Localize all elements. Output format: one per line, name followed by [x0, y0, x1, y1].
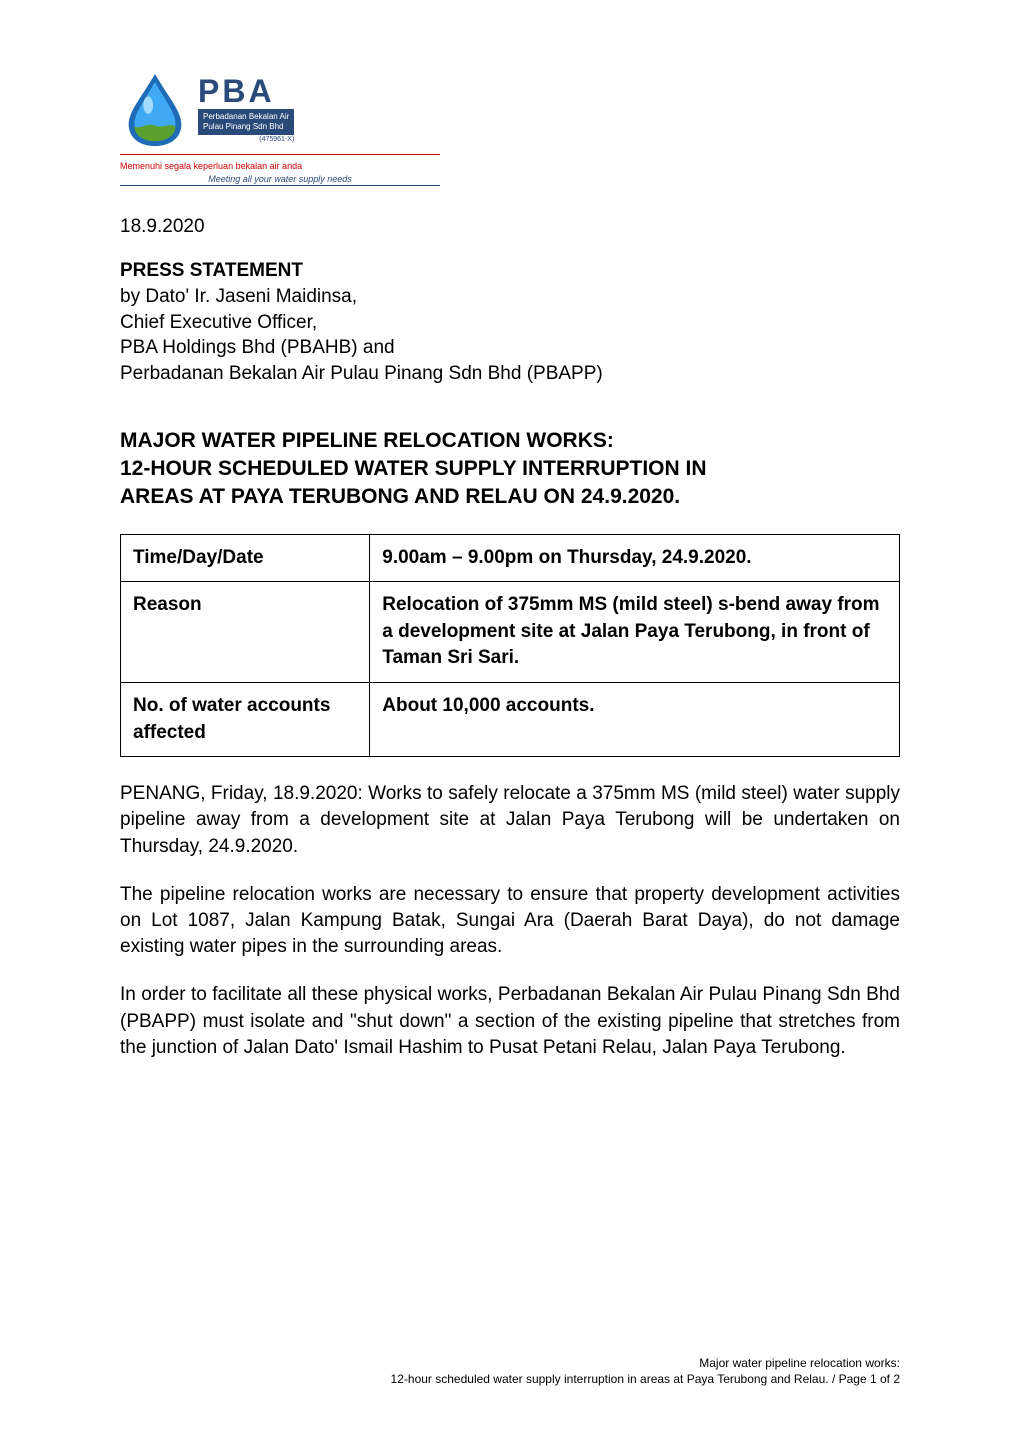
info-table: Time/Day/Date 9.00am – 9.00pm on Thursda…	[120, 534, 900, 758]
footer-line-1: Major water pipeline relocation works:	[120, 1355, 900, 1371]
logo-sub-line1: Perbadanan Bekalan Air	[203, 112, 289, 122]
table-row: Time/Day/Date 9.00am – 9.00pm on Thursda…	[121, 534, 900, 582]
main-title: MAJOR WATER PIPELINE RELOCATION WORKS: 1…	[120, 427, 900, 512]
logo-text-block: PBA Perbadanan Bekalan Air Pulau Pinang …	[198, 75, 294, 142]
logo-reg-no: (475961-X)	[198, 136, 294, 143]
body-paragraph-1: PENANG, Friday, 18.9.2020: Works to safe…	[120, 781, 900, 860]
company-line-2: Perbadanan Bekalan Air Pulau Pinang Sdn …	[120, 361, 900, 387]
table-row: No. of water accounts affected About 10,…	[121, 682, 900, 756]
tagline-row: Memenuhi segala keperluan bekalan air an…	[120, 154, 440, 186]
page-container: PBA Perbadanan Bekalan Air Pulau Pinang …	[0, 0, 1020, 1143]
footer: Major water pipeline relocation works: 1…	[120, 1355, 900, 1387]
tagline-en: Meeting all your water supply needs	[120, 174, 440, 184]
title-line-3: AREAS AT PAYA TERUBONG AND RELAU ON 24.9…	[120, 483, 900, 511]
table-label: No. of water accounts affected	[121, 682, 370, 756]
title-line-1: MAJOR WATER PIPELINE RELOCATION WORKS:	[120, 427, 900, 455]
body-paragraph-2: The pipeline relocation works are necess…	[120, 882, 900, 961]
logo-sub-line2: Pulau Pinang Sdn Bhd	[203, 122, 289, 132]
author-line: by Dato' Ir. Jaseni Maidinsa,	[120, 284, 900, 310]
logo-block: PBA Perbadanan Bekalan Air Pulau Pinang …	[120, 70, 900, 148]
table-label: Time/Day/Date	[121, 534, 370, 582]
logo-sub-box: Perbadanan Bekalan Air Pulau Pinang Sdn …	[198, 109, 294, 134]
author-title-line: Chief Executive Officer,	[120, 310, 900, 336]
table-value: Relocation of 375mm MS (mild steel) s-be…	[370, 582, 900, 683]
document-date: 18.9.2020	[120, 216, 900, 238]
footer-line-2: 12-hour scheduled water supply interrupt…	[120, 1371, 900, 1387]
logo-brand-text: PBA	[198, 75, 294, 107]
table-label: Reason	[121, 582, 370, 683]
tagline-ms: Memenuhi segala keperluan bekalan air an…	[120, 161, 302, 171]
table-value: About 10,000 accounts.	[370, 682, 900, 756]
company-line-1: PBA Holdings Bhd (PBAHB) and	[120, 335, 900, 361]
table-row: Reason Relocation of 375mm MS (mild stee…	[121, 582, 900, 683]
title-line-2: 12-HOUR SCHEDULED WATER SUPPLY INTERRUPT…	[120, 455, 900, 483]
spacer	[120, 387, 900, 427]
table-value: 9.00am – 9.00pm on Thursday, 24.9.2020.	[370, 534, 900, 582]
body-paragraph-3: In order to facilitate all these physica…	[120, 982, 900, 1061]
press-statement-label: PRESS STATEMENT	[120, 260, 900, 282]
water-drop-icon	[120, 70, 190, 148]
